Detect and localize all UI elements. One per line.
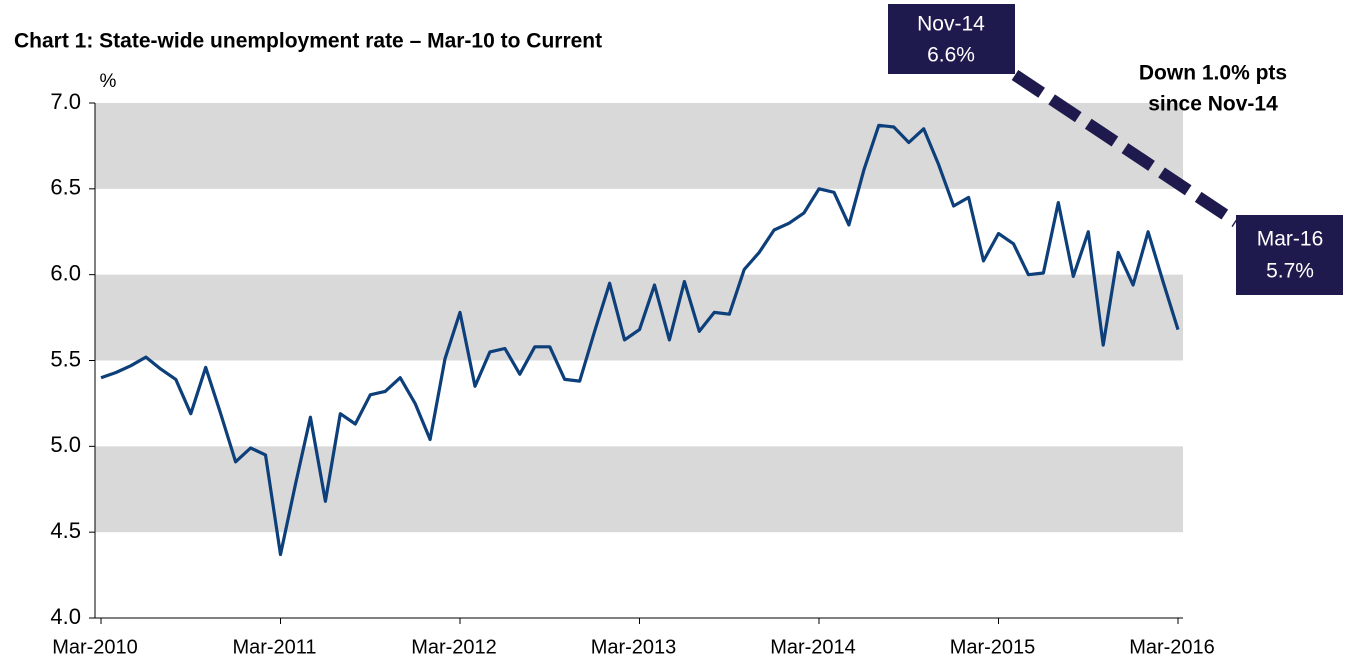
y-tick-label: 4.0 (50, 604, 81, 629)
annotation: Nov-14 (917, 13, 985, 36)
dashed-connector (1011, 70, 1240, 227)
y-tick-label: 6.0 (50, 260, 81, 285)
y-tick-label: 5.5 (50, 346, 81, 371)
annotation-box (888, 4, 1015, 74)
grid-band (95, 103, 1183, 189)
annotation: Mar-16 (1257, 228, 1324, 251)
annotation: 6.6% (927, 44, 975, 67)
x-tick-label: Mar-2014 (770, 636, 856, 658)
grid-band (95, 274, 1183, 361)
x-tick-label: Mar-2016 (1129, 636, 1215, 658)
annotation: since Nov-14 (1148, 93, 1278, 116)
x-tick-label: Mar-2011 (232, 636, 316, 658)
x-tick-label: Mar-2015 (950, 636, 1036, 658)
annotation: 5.7% (1266, 260, 1314, 283)
plot: 4.0 4.5 5.0 5.5 6.0 6.5 7.0 Mar-2010 Mar-2011 Mar… (50, 89, 1214, 658)
data-line (100, 123, 1180, 557)
x-tick-label: Mar-2010 (52, 636, 138, 658)
grid-band (95, 446, 1183, 533)
y-tick-label: 6.5 (50, 175, 81, 200)
bands (95, 103, 1183, 533)
annotation: Down 1.0% pts (1139, 62, 1287, 85)
y-tick-label: 7.0 (50, 89, 81, 114)
x-tick-label: Mar-2012 (411, 636, 497, 658)
annotation-box (1236, 215, 1343, 295)
y-axis-label: % (100, 71, 117, 92)
y-tick-label: 4.5 (50, 518, 81, 543)
x-tick-label: Mar-2013 (591, 636, 677, 658)
y-tick-label: 5.0 (50, 432, 81, 457)
chart-title: Chart 1: State-wide unemployment rate – … (14, 30, 602, 53)
